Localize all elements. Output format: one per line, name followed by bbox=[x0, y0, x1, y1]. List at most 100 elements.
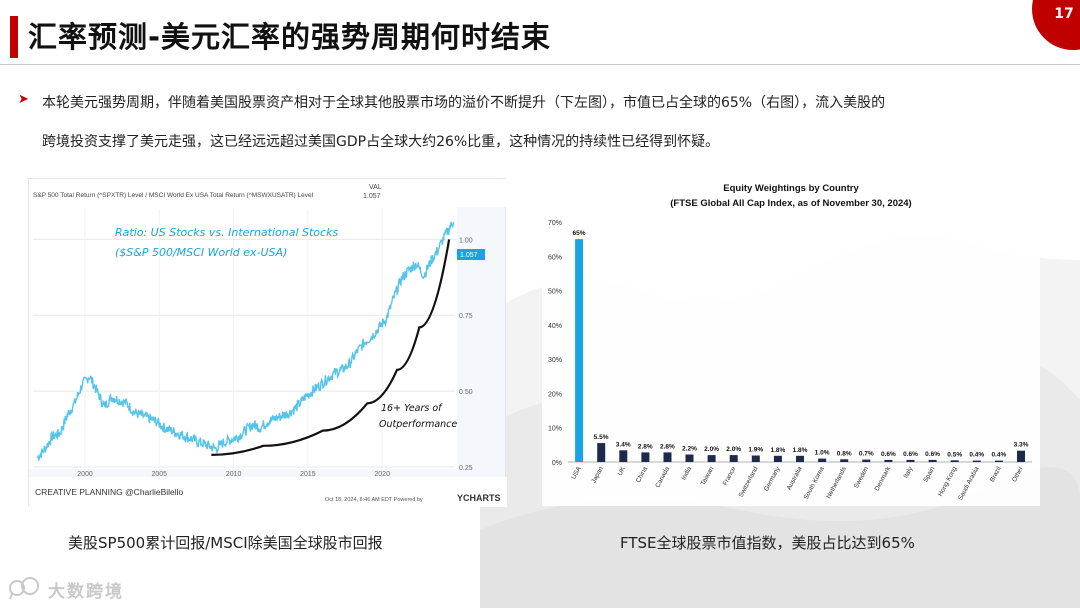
annotation-trend-line-1: 16+ Years of bbox=[381, 403, 443, 414]
bar-uk bbox=[619, 450, 628, 462]
bar-value-label: 1.0% bbox=[815, 450, 830, 457]
right-chart-caption: FTSE全球股票市值指数，美股占比达到65% bbox=[620, 534, 915, 552]
bar-value-label: 1.8% bbox=[770, 447, 785, 454]
company-logo: 大数跨境 bbox=[8, 574, 158, 602]
footer-brand-right: YCHARTS bbox=[457, 493, 501, 503]
bar-value-label: 0.7% bbox=[859, 451, 874, 458]
category-label: Canada bbox=[654, 465, 671, 489]
x-tick-label: 2000 bbox=[77, 471, 93, 478]
bar-china bbox=[641, 452, 650, 462]
val-label: VAL bbox=[369, 184, 382, 191]
y-tick-label: 1.00 bbox=[459, 237, 473, 244]
x-tick-label: 2005 bbox=[152, 471, 168, 478]
bar-value-label: 2.0% bbox=[704, 446, 719, 453]
val-value: 1.057 bbox=[363, 193, 381, 200]
bar-switzerland bbox=[751, 455, 760, 462]
annotation-subtitle: ($S&P 500/MSCI World ex-USA) bbox=[115, 246, 287, 259]
bar-value-label: 0.5% bbox=[947, 451, 962, 458]
bar-value-label: 0.4% bbox=[991, 452, 1006, 459]
ratio-chart-panel: S&P 500 Total Return (^SPXTR) Level / MS… bbox=[28, 178, 507, 507]
y-tick-label: 0% bbox=[552, 460, 562, 467]
title-bar: 汇率预测-美元汇率的强势周期何时结束 bbox=[0, 0, 1080, 70]
category-label: UK bbox=[617, 465, 628, 477]
x-tick-label: 2010 bbox=[226, 471, 242, 478]
category-label: Saudi Arabia bbox=[957, 465, 981, 501]
chart-header: S&P 500 Total Return (^SPXTR) Level / MS… bbox=[33, 192, 314, 199]
title-divider bbox=[0, 64, 1080, 65]
last-value-badge-box bbox=[457, 249, 485, 260]
y-tick-label: 0.25 bbox=[459, 465, 473, 472]
category-label: Spain bbox=[922, 465, 936, 483]
category-label: France bbox=[722, 465, 738, 486]
bar-value-label: 2.0% bbox=[726, 446, 741, 453]
y-tick-label: 70% bbox=[548, 220, 562, 227]
bar-value-label: 0.8% bbox=[837, 450, 852, 457]
bar-netherlands bbox=[840, 459, 849, 462]
ratio-series-line bbox=[36, 221, 455, 461]
category-label: Denmark bbox=[874, 465, 893, 492]
bar-value-label: 5.5% bbox=[594, 434, 609, 441]
category-label: Sweden bbox=[853, 465, 870, 489]
equity-weightings-panel: Equity Weightings by Country (FTSE Globa… bbox=[542, 178, 1040, 506]
bar-taiwan bbox=[707, 455, 716, 462]
bar-value-label: 2.8% bbox=[638, 443, 653, 450]
annotation-trend-line-2: Outperformance bbox=[379, 419, 457, 430]
bar-value-label: 2.8% bbox=[660, 443, 675, 450]
trend-curve bbox=[211, 239, 451, 456]
category-label: Switzerland bbox=[738, 465, 760, 498]
last-value-badge: 1.057 bbox=[460, 252, 478, 259]
bar-spain bbox=[928, 459, 937, 462]
bar-france bbox=[729, 455, 738, 462]
bar-value-label: 65% bbox=[572, 230, 585, 237]
bar-saudi-arabia bbox=[972, 460, 981, 462]
category-label: Other bbox=[1011, 465, 1025, 483]
title-accent-bar bbox=[10, 16, 18, 58]
bar-germany bbox=[773, 455, 782, 462]
bar-value-label: 2.2% bbox=[682, 446, 697, 453]
left-chart-caption: 美股SP500累计回报/MSCI除美国全球股市回报 bbox=[68, 534, 383, 552]
bar-value-label: 1.9% bbox=[748, 447, 763, 454]
footer-date: Oct 18, 2024, 8:46 AM EDT Powered by bbox=[325, 497, 423, 503]
bar-chart-subtitle: (FTSE Global All Cap Index, as of Novemb… bbox=[670, 198, 911, 209]
bar-india bbox=[685, 454, 694, 462]
y-tick-label: 30% bbox=[548, 357, 562, 364]
bar-japan bbox=[597, 443, 606, 462]
bar-other bbox=[1017, 450, 1025, 462]
page-title: 汇率预测-美元汇率的强势周期何时结束 bbox=[28, 20, 552, 54]
bar-value-label: 0.6% bbox=[881, 451, 896, 458]
y-tick-label: 60% bbox=[548, 254, 562, 261]
category-label: USA bbox=[570, 465, 583, 481]
bar-brazil bbox=[994, 460, 1003, 462]
bar-chart-title: Equity Weightings by Country bbox=[723, 183, 859, 194]
logo-mark-icon bbox=[9, 577, 39, 600]
category-label: Italy bbox=[902, 465, 914, 479]
y-tick-label: 0.50 bbox=[459, 389, 473, 396]
y-tick-label: 20% bbox=[548, 391, 562, 398]
bar-value-label: 1.8% bbox=[793, 447, 808, 454]
y-tick-label: 0.75 bbox=[459, 313, 473, 320]
footer-brand-left: CREATIVE PLANNING @CharlieBilello bbox=[35, 487, 184, 497]
bar-value-label: 0.6% bbox=[925, 451, 940, 458]
category-label: South Korea bbox=[803, 465, 826, 501]
category-label: Taiwan bbox=[700, 465, 716, 486]
category-label: China bbox=[635, 465, 649, 484]
category-label: Germany bbox=[763, 465, 782, 493]
bar-usa bbox=[575, 239, 584, 462]
category-label: Hong Kong bbox=[937, 465, 959, 497]
bar-value-label: 0.6% bbox=[903, 451, 918, 458]
x-tick-label: 2015 bbox=[300, 471, 316, 478]
category-label: Brazil bbox=[989, 465, 1003, 483]
bar-denmark bbox=[884, 459, 893, 462]
bar-value-label: 3.4% bbox=[616, 441, 631, 448]
category-label: Japan bbox=[590, 465, 605, 484]
bar-south-korea bbox=[818, 458, 827, 462]
category-label: Australia bbox=[786, 465, 804, 491]
bar-australia bbox=[796, 455, 804, 462]
y-tick-label: 50% bbox=[548, 289, 562, 296]
bar-value-label: 0.4% bbox=[969, 452, 984, 459]
bullet-text-line-1: 本轮美元强势周期，伴随着美国股票资产相对于全球其他股票市场的溢价不断提升（下左图… bbox=[42, 95, 886, 111]
bar-value-label: 3.3% bbox=[1014, 442, 1029, 449]
y-tick-label: 40% bbox=[548, 323, 562, 330]
bar-hong-kong bbox=[950, 460, 959, 462]
bar-canada bbox=[663, 452, 672, 462]
